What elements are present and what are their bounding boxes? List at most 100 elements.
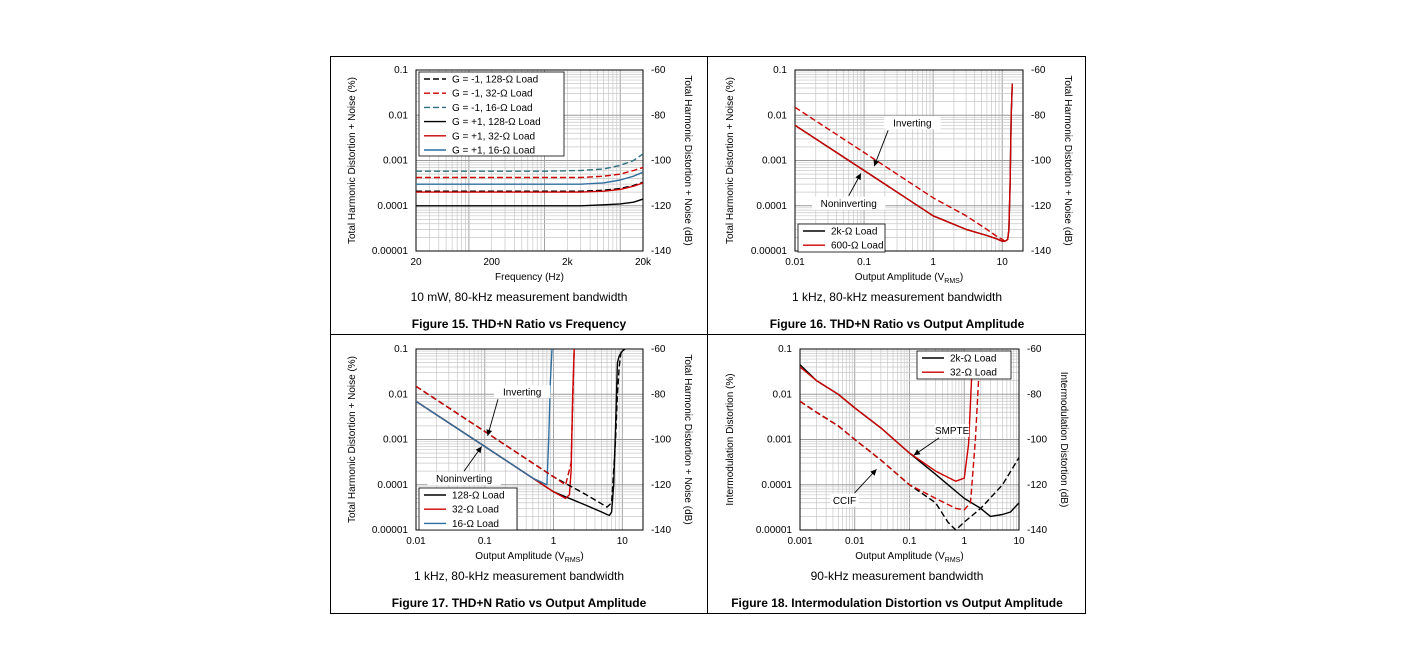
table-border-top xyxy=(330,56,1086,57)
series-group xyxy=(416,153,643,207)
x-axis-label-end: ) xyxy=(960,551,963,562)
y-tick-label: 0.1 xyxy=(773,65,787,76)
annotation-label-0: SMPTE xyxy=(935,426,970,437)
y2-tick-label: -140 xyxy=(651,246,671,257)
y2-tick-label: -100 xyxy=(1031,156,1051,167)
legend-label-4: G = +1, 32-Ω Load xyxy=(452,131,535,142)
legend-label-5: G = +1, 16-Ω Load xyxy=(452,146,535,157)
figure-18-title: Figure 18. Intermodulation Distortion vs… xyxy=(731,596,1063,610)
annotation-arrowhead-1 xyxy=(475,446,482,454)
y-tick-label: 0.001 xyxy=(762,156,787,167)
y-tick-label: 0.00001 xyxy=(372,525,409,536)
legend-box xyxy=(916,350,1012,380)
annotation-arrowhead-1 xyxy=(855,173,861,181)
x-axis-label-text: Output Amplitude (V xyxy=(855,272,945,283)
annotation-label-1: Noninverting xyxy=(436,474,492,485)
y2-tick-label: -100 xyxy=(1027,435,1047,446)
x-tick-label: 0.01 xyxy=(845,536,865,547)
y2-axis-label: Total Harmonic Distortion + Noise (dB) xyxy=(1062,75,1073,245)
annotation-arrowhead-1 xyxy=(870,469,877,476)
legend-label-1: 600-Ω Load xyxy=(831,241,884,252)
y-tick-label: 0.01 xyxy=(389,389,409,400)
y2-tick-label: -120 xyxy=(1031,201,1051,212)
legend-label-1: 32-Ω Load xyxy=(950,368,997,379)
series-group xyxy=(416,349,626,517)
x-axis-label-subscript: RMS xyxy=(944,278,960,285)
table-border-bottom xyxy=(330,613,1086,614)
x-tick-label: 20k xyxy=(635,257,652,268)
figure-15-subtitle: 10 mW, 80-kHz measurement bandwidth xyxy=(410,290,628,304)
annotation-label-1: CCIF xyxy=(833,496,856,507)
annotation-arrowhead-0 xyxy=(873,159,880,167)
y2-tick-label: -80 xyxy=(1027,389,1042,400)
figure-18-panel: 0.001 0.01 0.1 1 10 0.00001 0.0001 0.001 0.01 0.1… xyxy=(708,335,1086,614)
y-tick-label: 0.0001 xyxy=(761,480,792,491)
y2-tick-label: -100 xyxy=(651,156,671,167)
series-line-4 xyxy=(416,349,575,486)
annotation-backdrop-1 xyxy=(427,472,501,486)
y-tick-label: 0.1 xyxy=(394,65,408,76)
y2-tick-label: -120 xyxy=(651,480,671,491)
series-line-2 xyxy=(416,153,643,172)
y2-axis-label: Intermodulation Distortion (dB) xyxy=(1058,372,1069,508)
y2-tick-label: -60 xyxy=(1027,344,1042,355)
figure-15-panel: 20 200 2k 20k 0.00001 0.0001 0.001 0.01 0.1 -140 -… xyxy=(330,56,708,335)
series-group xyxy=(800,362,1019,530)
y2-tick-label: -60 xyxy=(651,65,666,76)
figure-18-chart: 0.001 0.01 0.1 1 10 0.00001 0.0001 0.001 0.01 0.1… xyxy=(725,344,1069,564)
y-tick-label: 0.001 xyxy=(767,435,792,446)
legend-label-3: G = +1, 128-Ω Load xyxy=(452,117,541,128)
series-line-2 xyxy=(416,349,553,486)
y-axis-label: Total Harmonic Distortion + Noise (%) xyxy=(347,356,358,523)
y-tick-label: 0.0001 xyxy=(377,201,408,212)
y-tick-label: 0.00001 xyxy=(756,525,793,536)
x-tick-label: 1 xyxy=(930,257,936,268)
x-axis-label: Output Amplitude (VRMS) xyxy=(855,551,963,564)
annotation-backdrop-0 xyxy=(884,116,941,130)
legend-label-2: 16-Ω Load xyxy=(452,519,499,530)
annotation-backdrop-0 xyxy=(493,385,551,399)
figure-16-panel: 0.01 0.1 1 10 0.00001 0.0001 0.001 0.01 0.1 -140 -… xyxy=(708,56,1086,335)
annotation-backdrop-1 xyxy=(830,493,859,507)
series-line-1 xyxy=(416,166,643,179)
legend-label-0: G = -1, 128-Ω Load xyxy=(452,75,538,86)
x-axis-label-end: ) xyxy=(960,272,963,283)
series-group xyxy=(795,83,1013,243)
x-tick-label: 10 xyxy=(617,536,629,547)
y2-tick-label: -80 xyxy=(1031,110,1046,121)
series-line-3 xyxy=(416,349,623,508)
figure-16-subtitle: 1 kHz, 80-kHz measurement bandwidth xyxy=(791,290,1003,304)
x-tick-label: 0.01 xyxy=(785,257,805,268)
x-tick-label: 2k xyxy=(562,257,574,268)
plot-frame xyxy=(799,348,1020,531)
y-axis-label: Total Harmonic Distortion + Noise (%) xyxy=(725,77,736,244)
y-tick-label: 0.0001 xyxy=(756,201,787,212)
y-tick-label: 0.001 xyxy=(383,435,408,446)
y-tick-label: 0.00001 xyxy=(372,246,409,257)
legend-label-2: G = -1, 16-Ω Load xyxy=(452,103,533,114)
x-tick-label: 0.01 xyxy=(406,536,426,547)
x-tick-label: 10 xyxy=(1013,536,1025,547)
y-tick-label: 0.01 xyxy=(389,110,409,121)
y2-tick-label: -60 xyxy=(1031,65,1046,76)
annotation-arrow-line-0 xyxy=(487,399,499,437)
series-line-2 xyxy=(795,106,1007,243)
x-tick-label: 1 xyxy=(961,536,967,547)
plot-frame xyxy=(794,69,1024,252)
legend-label-0: 2k-Ω Load xyxy=(950,354,996,365)
figure-16-chart: 0.01 0.1 1 10 0.00001 0.0001 0.001 0.01 0.1 -140 -… xyxy=(725,65,1073,285)
y2-tick-label: -100 xyxy=(651,435,671,446)
annotation-label-0: Inverting xyxy=(503,387,541,398)
y2-tick-label: -140 xyxy=(651,525,671,536)
y-tick-label: 0.0001 xyxy=(377,480,408,491)
table-divider-vertical xyxy=(707,56,708,614)
legend-label-1: G = -1, 32-Ω Load xyxy=(452,89,533,100)
legend-box xyxy=(797,223,886,253)
y2-tick-label: -120 xyxy=(1027,480,1047,491)
series-line-1 xyxy=(795,83,1013,242)
x-tick-label: 10 xyxy=(997,257,1009,268)
series-line-5 xyxy=(416,171,643,185)
figure-grid: 20 200 2k 20k 0.00001 0.0001 0.001 0.01 0.1 -140 -… xyxy=(330,56,1086,614)
y2-axis-label: Total Harmonic Distortion + Noise (dB) xyxy=(682,354,693,524)
y-tick-label: 0.1 xyxy=(778,344,792,355)
